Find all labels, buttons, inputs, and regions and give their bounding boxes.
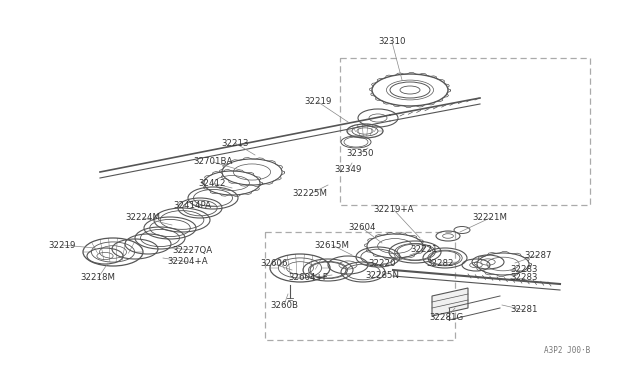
Text: 32225M: 32225M	[292, 189, 328, 199]
Text: 32412: 32412	[198, 179, 226, 187]
Text: 32701BA: 32701BA	[193, 157, 233, 167]
Text: 3260B: 3260B	[270, 301, 298, 310]
Text: 32414PA: 32414PA	[173, 201, 211, 209]
Text: 32604: 32604	[348, 224, 376, 232]
Text: 32221: 32221	[410, 246, 438, 254]
Text: 32213: 32213	[221, 138, 249, 148]
Text: 32349: 32349	[334, 166, 362, 174]
Text: 32281: 32281	[510, 305, 538, 314]
Text: 32285N: 32285N	[365, 270, 399, 279]
Text: 32283: 32283	[510, 266, 538, 275]
Text: 32310: 32310	[378, 38, 406, 46]
Text: 32220: 32220	[368, 259, 396, 267]
Text: 32227QA: 32227QA	[172, 246, 212, 254]
Text: 32219: 32219	[304, 97, 332, 106]
Text: A3P2 J00·B: A3P2 J00·B	[544, 346, 590, 355]
Text: 32282: 32282	[426, 259, 454, 267]
Text: 32281G: 32281G	[430, 314, 464, 323]
Text: 32224M: 32224M	[125, 214, 161, 222]
Text: 32283: 32283	[510, 273, 538, 282]
Text: 32615M: 32615M	[314, 241, 349, 250]
Text: 32221M: 32221M	[472, 214, 508, 222]
Text: 32204+A: 32204+A	[168, 257, 208, 266]
Text: 32606: 32606	[260, 260, 288, 269]
Text: 32219: 32219	[48, 241, 76, 250]
Text: 32218M: 32218M	[81, 273, 115, 282]
Text: 32604+F: 32604+F	[288, 273, 328, 282]
Text: 32219+A: 32219+A	[374, 205, 414, 215]
Text: 32350: 32350	[346, 148, 374, 157]
Polygon shape	[432, 288, 468, 316]
Text: 32287: 32287	[524, 250, 552, 260]
